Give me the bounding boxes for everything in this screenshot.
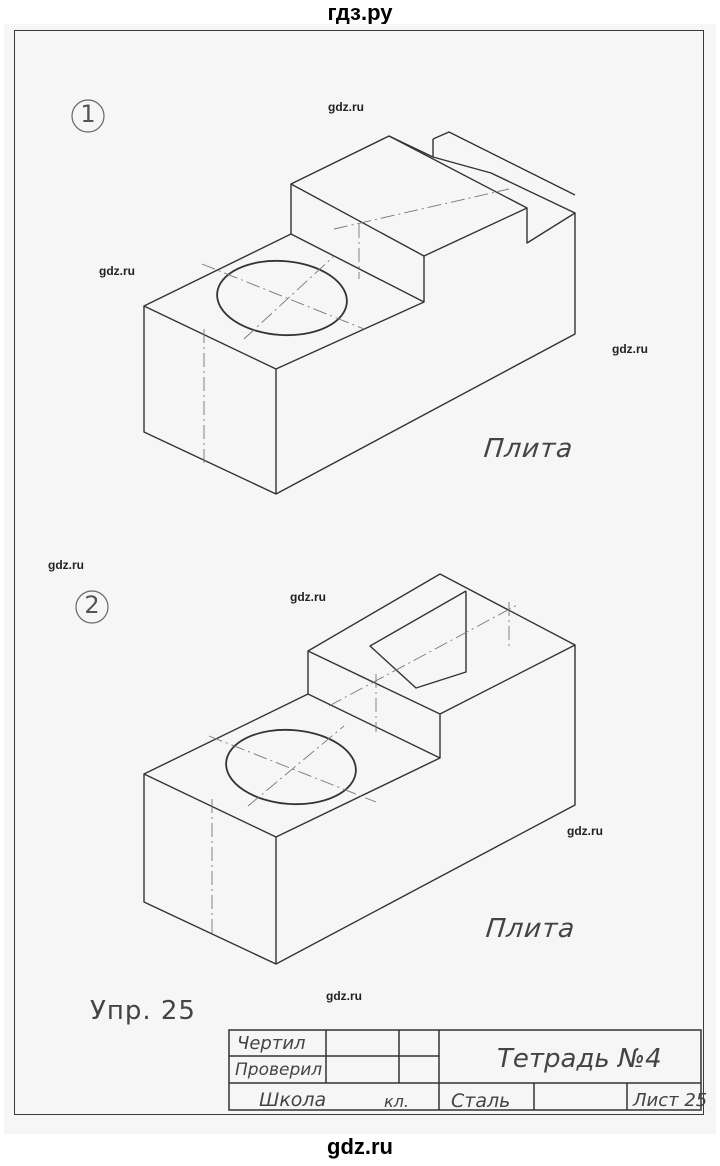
class-label: кл. [384,1092,409,1111]
drawing-label-1: Плита [482,434,575,464]
exercise-number: Упр. 25 [90,996,196,1026]
drawing-number-1: 1 [80,100,96,128]
plate-drawing-2 [143,573,576,965]
plate-drawing-1 [143,131,576,495]
isometric-drawings [71,99,702,1111]
watermark: gdz.ru [567,824,603,838]
notebook-title: Тетрадь №4 [497,1044,662,1074]
drawing-label-2: Плита [484,914,577,944]
drawing-sheet: 1 2 Плита Плита Упр. 25 gdz.ru gdz.ru gd… [4,24,716,1134]
watermark: gdz.ru [326,989,362,1003]
sheet-number: Лист 25 [633,1090,708,1111]
drawing-number-circle-1 [71,99,105,133]
checked-label: Проверил [235,1060,323,1080]
watermark: gdz.ru [48,558,84,572]
drew-label: Чертил [237,1033,306,1054]
school-label: Школа [259,1089,327,1111]
site-footer: gdz.ru [327,1134,393,1159]
site-header: гдз.ру [327,0,393,25]
material-label: Сталь [451,1090,511,1112]
watermark: gdz.ru [290,590,326,604]
drawing-number-2: 2 [84,591,100,619]
title-block: Чертил Проверил Школа кл. Сталь Тетрадь … [229,1030,707,1114]
watermark: gdz.ru [612,342,648,356]
watermark: gdz.ru [99,264,135,278]
sheet-frame [14,30,704,1115]
watermark: gdz.ru [328,100,364,114]
drawing-number-circle-2 [75,590,109,624]
